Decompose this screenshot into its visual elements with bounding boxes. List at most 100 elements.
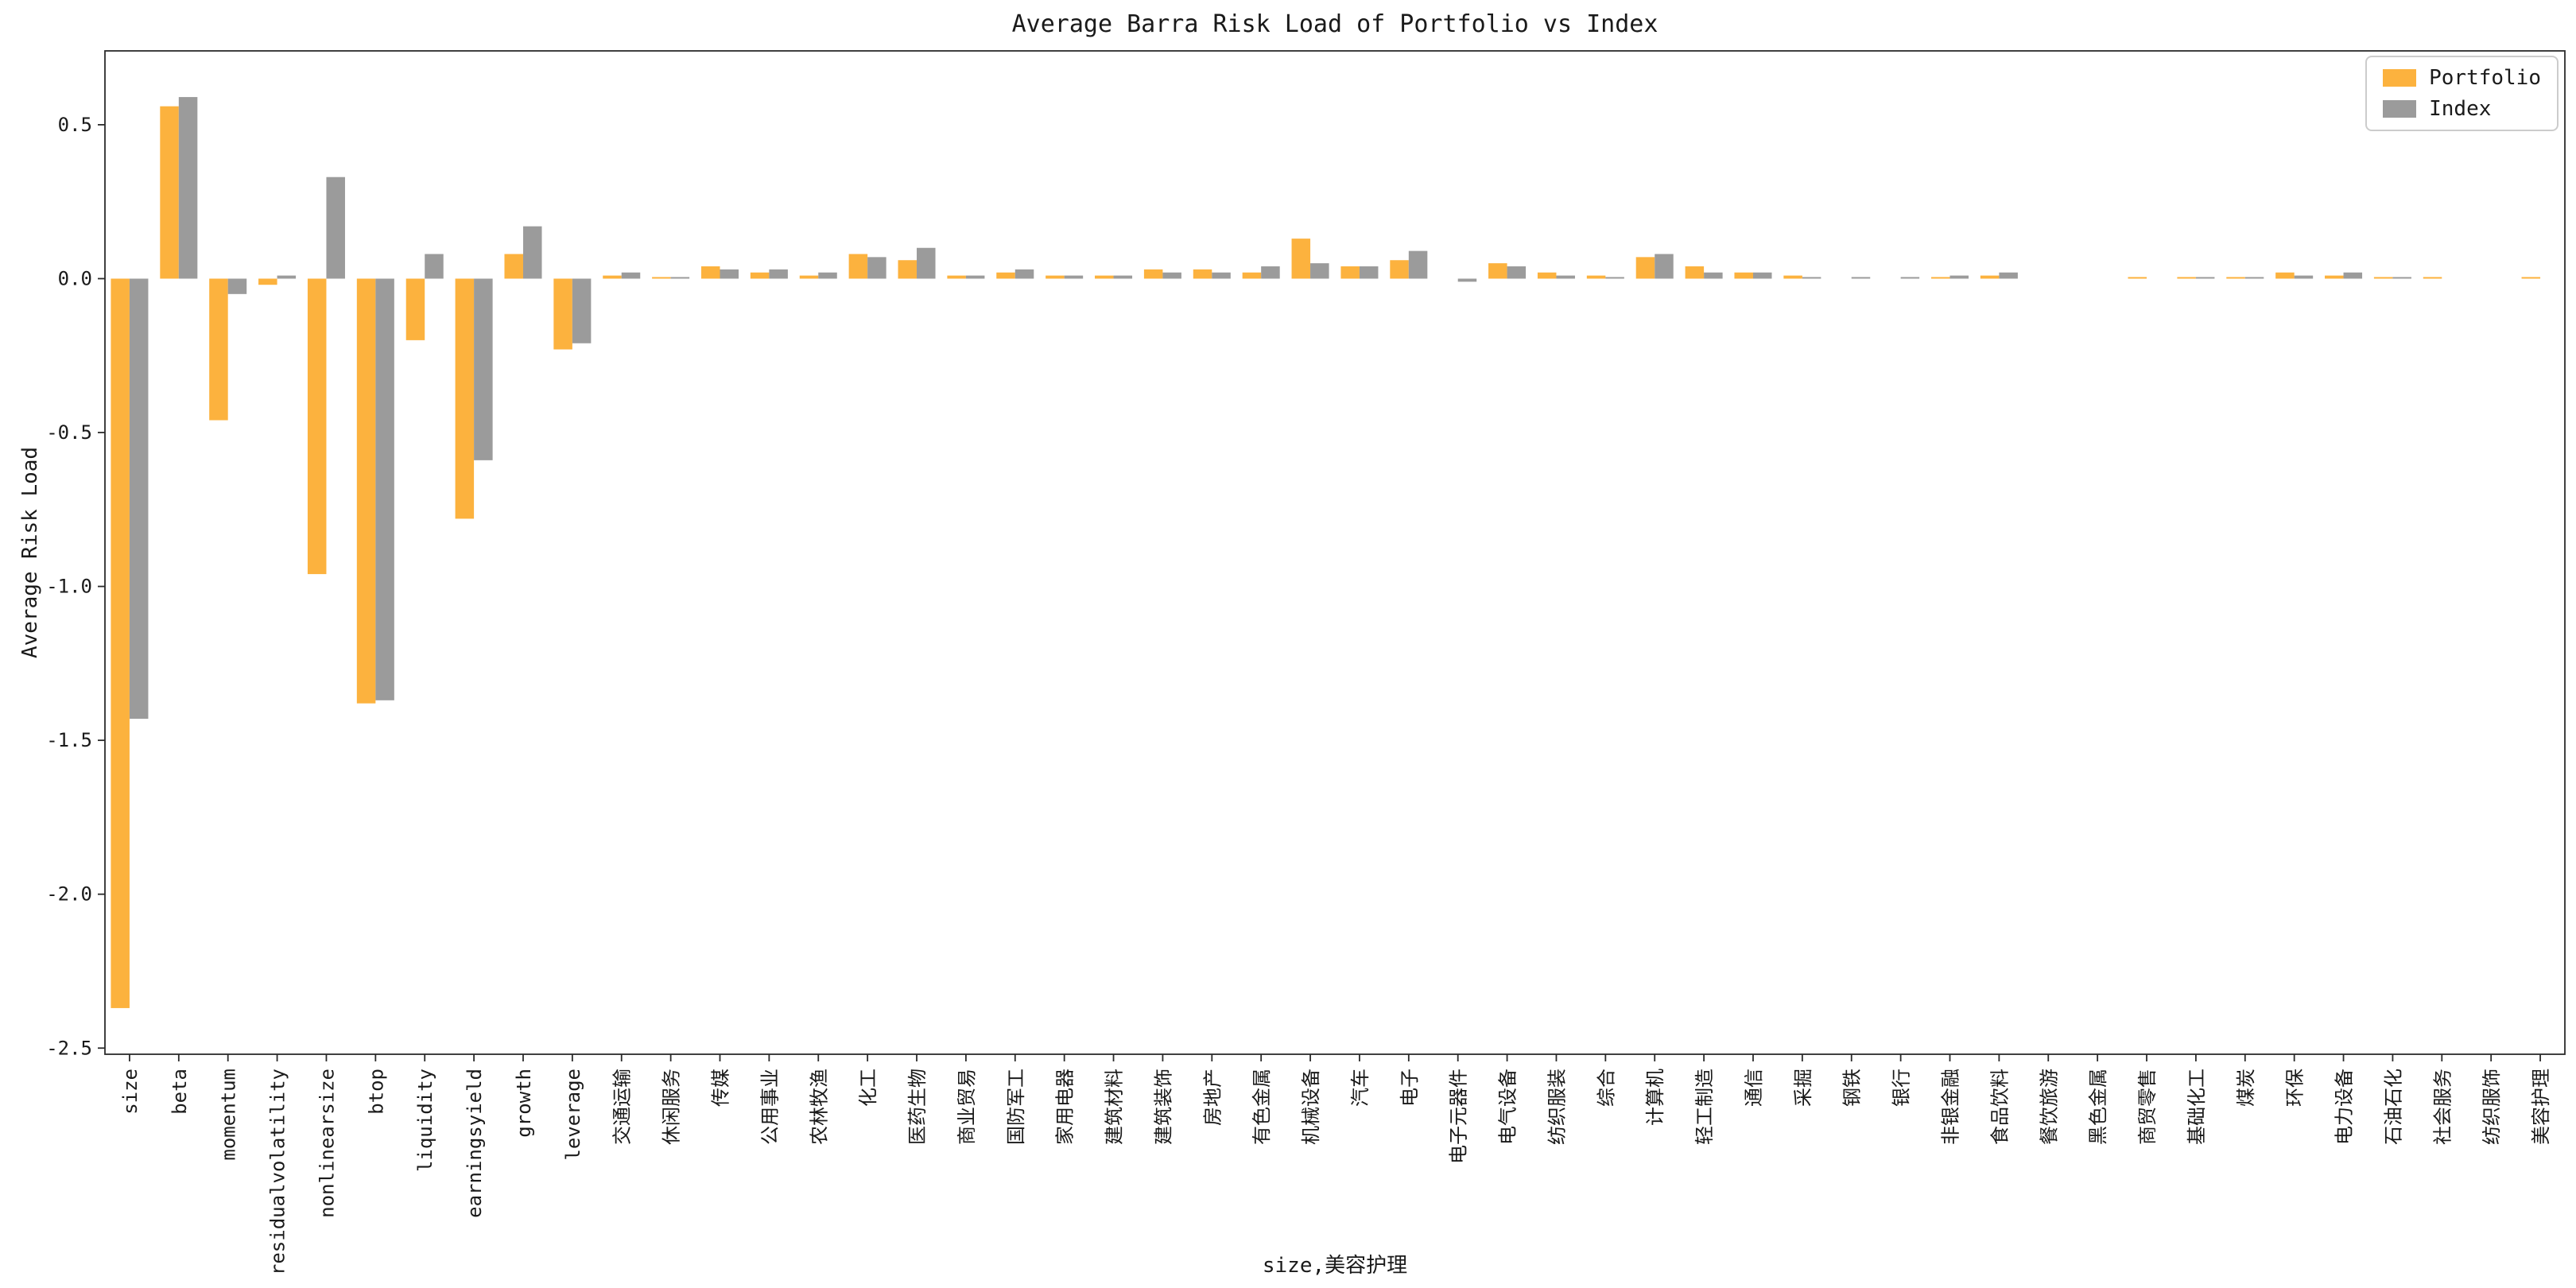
bar-portfolio-34 <box>1783 275 1802 279</box>
bar-portfolio-25 <box>1340 266 1360 279</box>
x-tick-label: 电子元器件 <box>1448 1069 1470 1164</box>
legend-label-index: Index <box>2429 96 2492 121</box>
legend-swatch-portfolio <box>2383 69 2417 87</box>
bar-portfolio-30 <box>1586 275 1606 279</box>
x-tick-label: 计算机 <box>1644 1069 1666 1126</box>
bar-index-45 <box>2343 272 2363 279</box>
bar-portfolio-32 <box>1685 266 1705 279</box>
bar-portfolio-0 <box>111 278 130 1008</box>
y-tick-label: -0.5 <box>46 421 92 444</box>
bar-portfolio-20 <box>1095 275 1114 279</box>
bar-index-14 <box>818 272 837 279</box>
bar-portfolio-23 <box>1242 272 1262 279</box>
bar-portfolio-4 <box>307 278 327 575</box>
bar-index-29 <box>1556 275 1575 279</box>
bar-portfolio-42 <box>2177 277 2196 279</box>
bar-portfolio-6 <box>405 278 425 340</box>
x-tick-label: leverage <box>562 1069 584 1161</box>
x-tick-label: 基础化工 <box>2186 1069 2208 1145</box>
bar-index-27 <box>1457 278 1477 282</box>
plot-border <box>104 50 2566 1055</box>
bar-portfolio-2 <box>209 278 228 421</box>
x-tick-label: 环保 <box>2284 1069 2306 1107</box>
bar-portfolio-41 <box>2128 277 2147 279</box>
x-tick-label: 房地产 <box>1201 1069 1224 1126</box>
bar-index-5 <box>375 278 394 700</box>
bar-portfolio-26 <box>1390 260 1409 279</box>
x-tick-label: 非银金融 <box>1940 1069 1962 1145</box>
bar-index-4 <box>326 177 345 279</box>
bar-index-16 <box>917 247 936 279</box>
x-tick-label: 医药生物 <box>906 1069 929 1145</box>
x-tick-label: 采掘 <box>1792 1069 1814 1107</box>
bar-portfolio-15 <box>848 254 868 279</box>
bar-portfolio-46 <box>2373 277 2393 279</box>
x-tick-label: btop <box>365 1069 387 1115</box>
bar-index-43 <box>2244 277 2264 279</box>
x-tick-label: beta <box>169 1069 191 1115</box>
x-tick-label: 银行 <box>1891 1069 1913 1107</box>
x-tick-label: 公用事业 <box>758 1069 781 1145</box>
bar-portfolio-38 <box>1980 275 2000 279</box>
x-tick-label: 食品饮料 <box>1988 1069 2011 1145</box>
bar-portfolio-3 <box>258 278 277 285</box>
x-tick-label: 煤炭 <box>2235 1069 2257 1107</box>
x-tick-label: 农林牧渔 <box>808 1069 830 1145</box>
bar-portfolio-18 <box>996 272 1015 279</box>
bar-index-11 <box>670 277 690 279</box>
x-tick-label: earningsyield <box>464 1069 486 1218</box>
axes-layer: 0.5 0.0 -0.5 -1.0 -1.5 -2.0 -2.5 size beta moment… <box>46 50 2566 1275</box>
x-tick-label: 建筑装饰 <box>1152 1069 1174 1145</box>
bar-portfolio-21 <box>1143 269 1163 279</box>
x-tick-label: 交通运输 <box>611 1069 634 1145</box>
bar-portfolio-43 <box>2226 277 2245 279</box>
x-tick-label: 有色金属 <box>1251 1069 1273 1145</box>
bar-index-6 <box>425 254 444 279</box>
bar-portfolio-13 <box>750 272 770 279</box>
bar-index-1 <box>178 97 198 279</box>
bar-index-26 <box>1408 250 1428 279</box>
y-tick-label: 0.0 <box>58 267 92 289</box>
bar-index-7 <box>474 278 493 460</box>
bar-portfolio-10 <box>603 275 622 279</box>
bar-index-20 <box>1113 275 1133 279</box>
x-tick-label: 传媒 <box>710 1069 732 1107</box>
bars-layer <box>111 97 2541 1008</box>
x-tick-label: momentum <box>218 1069 240 1161</box>
bar-index-23 <box>1261 266 1280 279</box>
bar-index-46 <box>2392 277 2411 279</box>
y-tick-label: -1.5 <box>46 729 92 751</box>
bar-index-19 <box>1064 275 1084 279</box>
bar-portfolio-29 <box>1537 272 1557 279</box>
bar-portfolio-12 <box>700 266 720 279</box>
bar-portfolio-8 <box>504 254 523 279</box>
bar-portfolio-14 <box>799 275 819 279</box>
x-tick-label: 电子 <box>1399 1069 1421 1107</box>
bar-index-34 <box>1802 277 1821 279</box>
bar-index-28 <box>1507 266 1527 279</box>
bar-index-3 <box>277 275 297 279</box>
y-tick-label: -2.5 <box>46 1037 92 1059</box>
x-tick-label: 化工 <box>857 1069 879 1107</box>
x-tick-label: 石油石化 <box>2382 1069 2404 1145</box>
x-tick-label: 建筑材料 <box>1104 1069 1126 1145</box>
bar-index-9 <box>572 278 592 343</box>
bar-index-10 <box>621 272 641 279</box>
x-tick-label: 商贸零售 <box>2136 1069 2159 1145</box>
bar-index-33 <box>1752 272 1772 279</box>
bar-index-32 <box>1704 272 1723 279</box>
bar-portfolio-22 <box>1193 269 1212 279</box>
bar-index-30 <box>1605 277 1624 279</box>
x-tick-label: 通信 <box>1743 1069 1765 1107</box>
bar-portfolio-47 <box>2423 277 2442 279</box>
x-tick-label: 轻工制造 <box>1693 1069 1716 1145</box>
bar-portfolio-49 <box>2521 277 2541 279</box>
bar-index-21 <box>1162 272 1181 279</box>
bar-index-18 <box>1014 269 1034 279</box>
bar-portfolio-7 <box>455 278 475 519</box>
x-tick-label: 钢铁 <box>1841 1069 1864 1107</box>
bar-index-22 <box>1212 272 1231 279</box>
bar-portfolio-28 <box>1488 263 1507 279</box>
